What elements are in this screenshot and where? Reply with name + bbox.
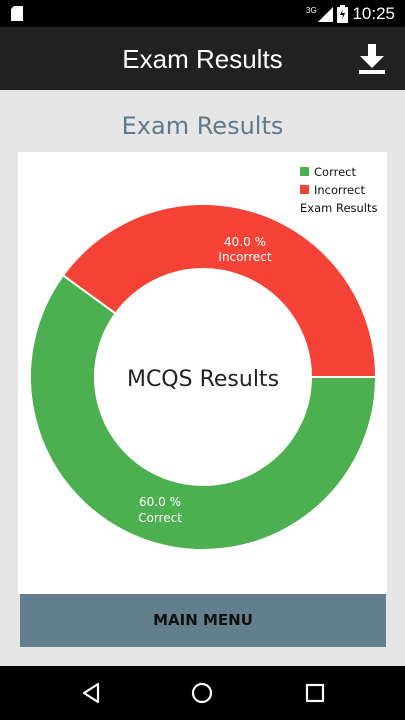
legend-swatch-correct: [300, 167, 309, 176]
chart-label-correct-name: Correct: [138, 511, 182, 525]
donut-hole: [105, 279, 301, 475]
recents-icon[interactable]: [285, 666, 345, 720]
legend-label-correct: Correct: [314, 165, 356, 179]
main-menu-button[interactable]: MAIN MENU: [20, 594, 386, 647]
app-bar: Exam Results: [0, 27, 405, 90]
status-bar: 3G 10:25: [0, 0, 405, 27]
legend-description: Exam Results: [300, 201, 378, 215]
chart-label-correct-value: 60.0 %: [139, 495, 181, 509]
signal-icon: 3G: [306, 6, 333, 22]
status-time: 10:25: [352, 4, 395, 23]
legend-label-incorrect: Incorrect: [314, 183, 365, 197]
download-icon[interactable]: [357, 42, 387, 74]
network-type: 3G: [306, 6, 317, 15]
chart-label-incorrect-value: 40.0 %: [224, 235, 266, 249]
sd-card-icon: [11, 6, 23, 21]
back-icon[interactable]: [60, 666, 120, 720]
chart-slice-incorrect: [61, 203, 378, 378]
chart-label-incorrect-name: Incorrect: [218, 250, 271, 264]
home-icon[interactable]: [172, 666, 232, 720]
battery-icon: [337, 5, 348, 23]
chart-center-text: MCQS Results: [127, 367, 279, 392]
app-title: Exam Results: [122, 44, 283, 74]
legend-swatch-incorrect: [300, 185, 309, 194]
section-title: Exam Results: [121, 112, 284, 140]
chart-slice-correct: [29, 273, 378, 551]
navigation-bar: [0, 666, 405, 720]
